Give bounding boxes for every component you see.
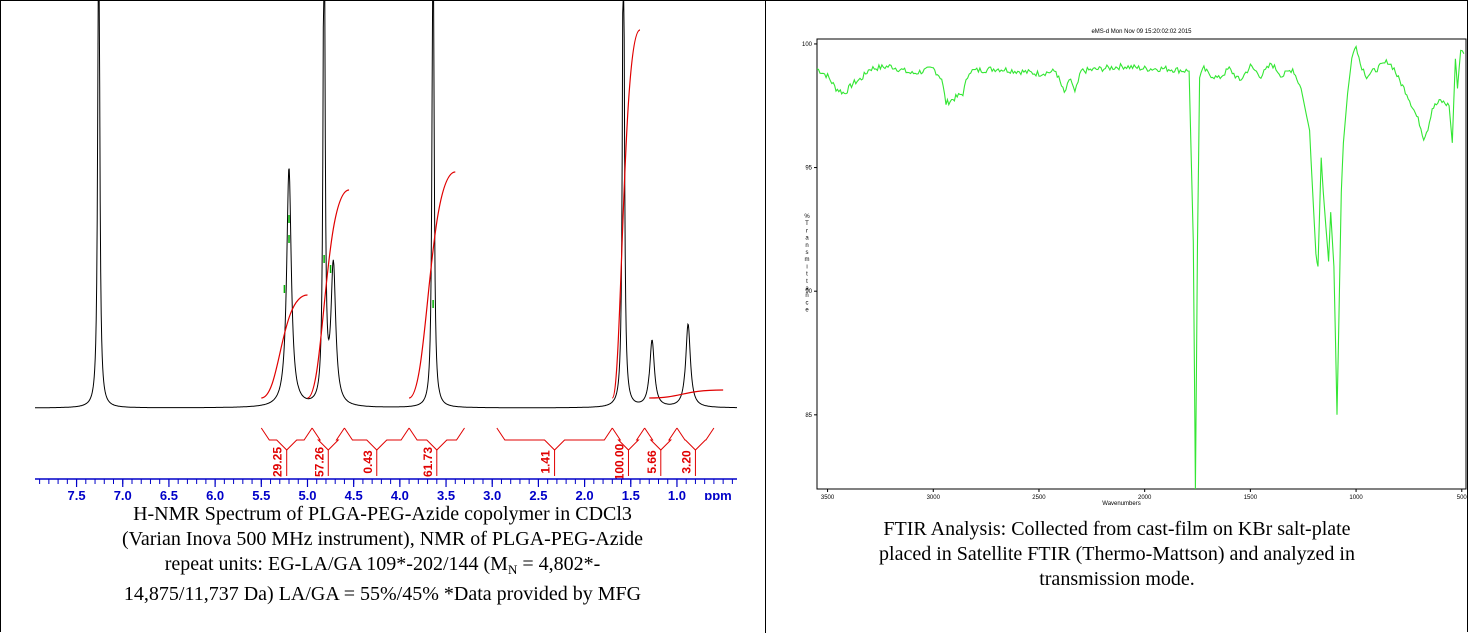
nmr-caption-line-3-text: repeat units: EG-LA/GA 109*-202/144 (M [164,553,508,575]
nmr-caption-subscript: N [507,562,518,577]
ftir-x-tick-label: 500 [1457,495,1468,501]
ftir-caption: FTIR Analysis: Collected from cast-film … [776,517,1458,592]
nmr-tick-label: 5.5 [252,488,270,500]
ftir-x-tick-label: 2000 [1138,495,1152,501]
nmr-tick-label: 4.5 [345,488,363,500]
nmr-tick-label: 2.5 [529,488,547,500]
ftir-caption-line-3: transmission mode. [1039,568,1195,590]
nmr-integral-label: 61.73 [421,447,435,477]
nmr-integral-label: 100.00 [612,443,626,480]
nmr-tick-label: 1.0 [668,488,686,500]
ftir-y-tick-label: 85 [805,413,812,419]
nmr-integral-bracket [260,427,313,451]
nmr-axis-unit: ppm [704,488,731,500]
nmr-integral-curve [306,189,350,399]
ftir-y-tick-label: 95 [805,166,812,172]
nmr-tick-label: 3.0 [483,488,501,500]
ftir-y-tick-label: 100 [802,42,813,48]
nmr-tick-label: 2.0 [576,488,594,500]
nmr-caption: H-NMR Spectrum of PLGA-PEG-Azide copolym… [10,502,755,607]
nmr-integral-curve [611,29,641,399]
panel-divider [765,0,766,633]
ftir-x-tick-label: 1000 [1349,495,1363,501]
ftir-caption-line-1: FTIR Analysis: Collected from cast-film … [883,518,1351,540]
nmr-caption-line-2: (Varian Inova 500 MHz instrument), NMR o… [121,528,643,550]
nmr-integral-curve [649,389,724,399]
ftir-chart: eMS-d Mon Nov 09 15:20:02:02 2015 85 90 95 1… [802,29,1468,507]
nmr-integral-bracket [644,427,678,451]
ftir-x-tick-label: 3500 [821,495,835,501]
nmr-integral-bracket [496,427,613,451]
nmr-integral-label: 29.25 [271,447,285,477]
nmr-caption-line-3-end: = 4,802*- [517,553,601,575]
nmr-tick-label: 3.5 [437,488,455,500]
nmr-panel: 29.25 57.26 0.43 61.73 1.41 100.00 5.66 3.20 7.5… [10,0,755,607]
nmr-integral-label: 57.26 [312,447,326,477]
nmr-caption-line-1: H-NMR Spectrum of PLGA-PEG-Azide copolym… [133,503,632,525]
ftir-spectrum-line [816,44,1465,490]
nmr-integral-bracket [344,427,410,451]
nmr-integral-bracket [311,427,345,451]
nmr-integral-label: 1.41 [539,450,553,474]
nmr-tick-label: 6.5 [160,488,178,500]
nmr-integral-label: 5.66 [645,450,659,474]
ftir-title: eMS-d Mon Nov 09 15:20:02:02 2015 [1091,29,1192,35]
nmr-tick-label: 4.0 [391,488,409,500]
nmr-integral-label: 0.43 [361,450,375,474]
ftir-plot-frame [816,38,1467,490]
ftir-x-label: Wavenumbers [1102,501,1140,507]
ftir-y-tick-label: 90 [805,289,812,295]
nmr-integral-curve [261,294,308,399]
ftir-x-tick-label: 2500 [1032,495,1046,501]
ftir-caption-line-2: placed in Satellite FTIR (Thermo-Mattson… [879,543,1355,565]
nmr-integral-bracket [408,427,465,451]
ftir-panel: eMS-d Mon Nov 09 15:20:02:02 2015 85 90 95 1… [766,0,1468,633]
ftir-x-tick-label: 1500 [1244,495,1258,501]
nmr-integral-curve [408,171,456,399]
nmr-tick-label: 1.5 [622,488,640,500]
ftir-x-tick-label: 3000 [927,495,941,501]
nmr-caption-line-4: 14,875/11,737 Da) LA/GA = 55%/45% *Data … [123,583,642,605]
nmr-tick-label: 7.0 [114,488,132,500]
nmr-caption-line-3: repeat units: EG-LA/GA 109*-202/144 (MN … [10,552,755,582]
nmr-integral-bracket [676,427,715,451]
nmr-tick-label: 7.5 [68,488,86,500]
nmr-chart: 29.25 57.26 0.43 61.73 1.41 100.00 5.66 3.20 7.5… [35,0,737,500]
nmr-spectrum-line [35,0,737,409]
nmr-tick-label: 5.0 [298,488,316,500]
nmr-integral-label: 3.20 [679,450,693,474]
nmr-tick-label: 6.0 [206,488,224,500]
